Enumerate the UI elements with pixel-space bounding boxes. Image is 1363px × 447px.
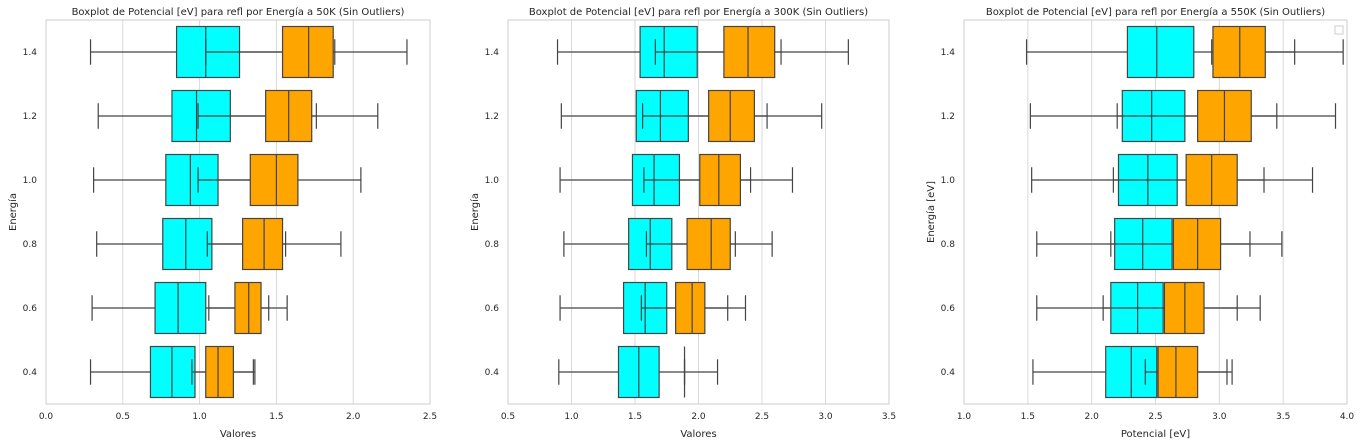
x-tick-label: 1.0 [192,412,207,422]
box-1.2-orange [642,89,823,143]
box-1.0-orange [643,153,794,207]
x-tick-label: 0.0 [39,412,54,422]
box-1.2-orange [197,89,379,143]
box-iqr [281,25,334,79]
subplot-title: Boxplot de Potencial [eV] para refl por … [986,6,1325,18]
x-tick-label: 1.0 [957,412,972,422]
box-iqr [1126,25,1195,79]
box-0.4-cyan [558,345,719,399]
y-tick-label: 0.8 [941,240,956,250]
x-tick-label: 3.0 [1212,412,1227,422]
x-tick-label: 2.5 [1148,412,1162,422]
y-tick-label: 1.4 [485,48,500,58]
box-0.4-orange [191,345,254,399]
box-1.0-orange [1112,153,1314,207]
subplot-title: Boxplot de Potencial [eV] para refl por … [529,6,868,18]
box-iqr [249,153,299,207]
x-tick-label: 2.0 [691,412,706,422]
x-axis-label: Valores [680,429,716,440]
x-tick-label: 1.5 [628,412,642,422]
box-1.2-orange [1116,89,1337,143]
subplot-1: 0.0 0.5 1.0 1.5 2.0 2.5 1.4 1.2 1.0 0.8 0.6 0.4 Boxp… [7,6,437,440]
box-iqr [723,25,776,79]
box-1.4-orange [205,25,408,79]
y-axis-label: Energía [7,193,19,231]
x-tick-label: 3.0 [818,412,833,422]
box-1.4-cyan [1025,25,1296,79]
box-0.6-orange [640,281,747,335]
box-iqr [708,89,755,143]
box-1.0-orange [197,153,362,207]
box-0.4-cyan [89,345,256,399]
box-0.8-orange [1110,217,1283,271]
x-tick-label: 1.0 [564,412,579,422]
y-tick-label: 1.2 [485,112,499,122]
axes-frame [963,19,1348,405]
box-1.4-orange [654,25,849,79]
box-iqr [154,281,207,335]
box-iqr [205,345,234,399]
y-tick-label: 0.6 [941,304,956,314]
x-tick-label: 2.5 [423,412,437,422]
x-tick-label: 4.0 [1340,412,1355,422]
box-iqr [1212,25,1266,79]
box-0.8-orange [206,217,342,271]
x-tick-label: 1.5 [1021,412,1035,422]
box-iqr [242,217,284,271]
box-iqr [1157,345,1199,399]
box-iqr [699,153,742,207]
y-tick-label: 1.4 [23,48,38,58]
box-0.6-orange [208,281,288,335]
subplot-2: 0.5 1.0 1.5 2.0 2.5 3.0 3.5 1.4 1.2 1.0 0.8 0.6 0.4 B… [469,6,896,440]
plot-area [46,20,430,404]
y-tick-label: 0.8 [485,240,500,250]
box-iqr [234,281,262,335]
x-tick-label: 2.0 [1085,412,1100,422]
y-tick-label: 1.0 [941,176,956,186]
y-tick-label: 0.4 [485,368,500,378]
box-0.8-orange [645,217,773,271]
y-axis-label: Energía [eV] [925,181,937,243]
y-axis-label: Energía [469,193,481,231]
x-tick-label: 0.5 [116,412,130,422]
box-0.6-orange [1102,281,1261,335]
box-iqr [1172,217,1222,271]
box-iqr [1163,281,1205,335]
y-tick-label: 1.2 [941,112,955,122]
y-tick-label: 1.0 [485,176,500,186]
box-iqr [149,345,196,399]
y-tick-label: 0.4 [941,368,956,378]
x-axis-label: Potencial [eV] [1121,429,1190,440]
y-tick-label: 1.2 [23,112,37,122]
subplot-3: 1.0 1.5 2.0 2.5 3.0 3.5 4.0 1.4 1.2 1.0 0.8 0.6 0.4 B… [925,6,1354,440]
x-tick-label: 0.5 [501,412,515,422]
y-tick-label: 1.0 [23,176,38,186]
x-tick-label: 1.5 [269,412,283,422]
y-tick-label: 1.4 [941,48,956,58]
x-tick-label: 2.5 [755,412,769,422]
box-0.4-orange [1144,345,1233,399]
x-axis-label: Valores [220,429,256,440]
x-tick-label: 3.5 [882,412,896,422]
y-tick-label: 0.6 [485,304,500,314]
y-tick-label: 0.8 [23,240,38,250]
y-tick-label: 0.4 [23,368,38,378]
box-1.4-orange [1211,25,1344,79]
box-iqr [686,217,731,271]
axes-frame [507,19,890,405]
box-iqr [162,217,213,271]
y-tick-label: 0.6 [23,304,38,314]
box-iqr [675,281,706,335]
legend-box [1334,25,1344,35]
x-tick-label: 3.5 [1276,412,1290,422]
x-tick-label: 2.0 [346,412,361,422]
subplot-title: Boxplot de Potencial [eV] para refl por … [72,6,405,18]
axes-frame [45,19,431,405]
